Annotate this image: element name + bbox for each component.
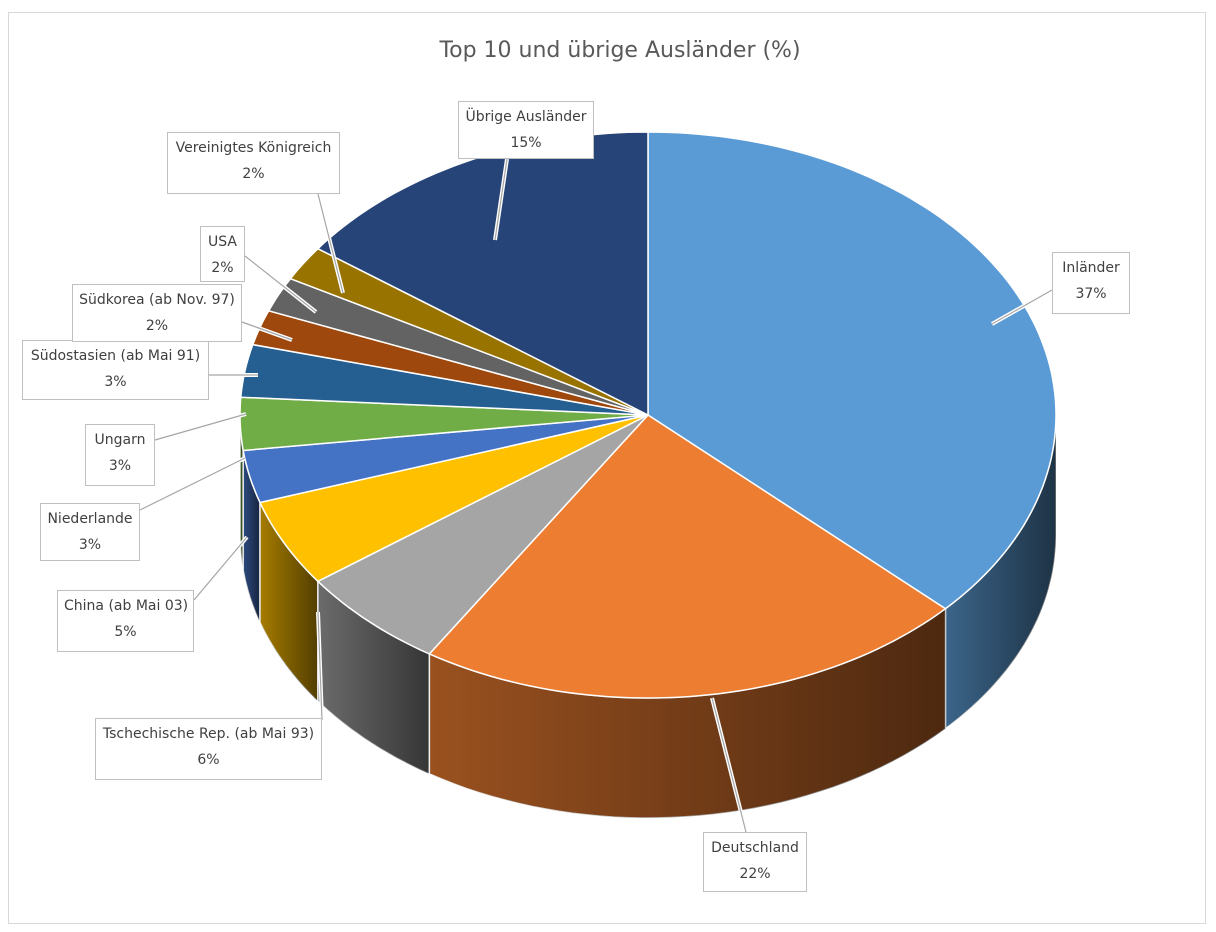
data-label: Tschechische Rep. (ab Mai 93) 6% — [95, 718, 322, 780]
data-label-value: 3% — [78, 537, 102, 553]
pie-slice — [289, 247, 649, 416]
pie-slice-side-shading — [429, 608, 946, 818]
leader-line — [193, 536, 248, 601]
pie-slice-side-shading — [945, 415, 1056, 729]
leader-line — [991, 289, 1053, 325]
pie-slice — [258, 414, 649, 583]
data-label-name: USA — [208, 234, 237, 250]
pie-slice — [239, 396, 649, 452]
leader-line — [139, 457, 246, 511]
chart-title: Top 10 und übrige Ausländer (%) — [439, 38, 801, 63]
data-label-name: Tschechische Rep. (ab Mai 93) — [102, 726, 315, 742]
pie-slice-side-shading — [260, 502, 318, 702]
data-label-value: 15% — [510, 135, 542, 151]
data-label-value: 3% — [104, 374, 127, 390]
pie-slice — [242, 414, 649, 504]
data-label-value: 6% — [197, 752, 220, 768]
pie-slice — [647, 131, 1057, 610]
pie-slice-side-shading — [317, 581, 430, 774]
leader-lines — [139, 158, 1053, 833]
leader-line — [711, 697, 747, 833]
data-label-value: 5% — [114, 624, 137, 640]
data-label-name: Südostasien (ab Mai 91) — [30, 348, 201, 364]
data-label: Deutschland 22% — [703, 832, 807, 892]
data-label-name: Vereinigtes Königreich — [175, 140, 332, 156]
data-label: Südostasien (ab Mai 91) 3% — [22, 340, 209, 400]
data-label-name: China (ab Mai 03) — [64, 598, 189, 614]
data-label-value: 2% — [242, 166, 265, 182]
data-label: Südkorea (ab Nov. 97) 2% — [72, 284, 242, 342]
data-label: Vereinigtes Königreich 2% — [167, 132, 340, 194]
pie-sides — [239, 414, 1057, 819]
data-label-name: Ungarn — [94, 432, 146, 448]
data-label-name: Südkorea (ab Nov. 97) — [79, 292, 235, 308]
data-label-value: 3% — [108, 458, 132, 474]
data-label: China (ab Mai 03) 5% — [57, 590, 194, 652]
leader-line — [317, 193, 344, 294]
pie-slice — [316, 414, 649, 655]
data-label-name: Übrige Ausländer — [465, 109, 587, 125]
data-label-name: Inländer — [1062, 260, 1120, 276]
data-label: Inländer 37% — [1052, 252, 1130, 314]
pie-slice-side-shading — [240, 415, 244, 571]
leader-line — [494, 158, 508, 241]
pie-tops — [239, 131, 1057, 699]
data-label: Übrige Ausländer 15% — [458, 101, 594, 159]
pie-slice — [428, 414, 947, 699]
data-label-value: 37% — [1075, 286, 1107, 302]
leader-line — [317, 611, 323, 721]
leader-line — [241, 321, 293, 341]
data-label: Niederlande 3% — [40, 503, 140, 561]
data-label-value: 2% — [145, 318, 169, 334]
data-label-value: 2% — [211, 260, 234, 276]
data-label-name: Niederlande — [47, 511, 133, 527]
pie-slice — [267, 277, 649, 416]
data-label-name: Deutschland — [711, 840, 799, 856]
leader-line — [154, 413, 247, 441]
data-label: USA 2% — [200, 226, 245, 282]
data-label: Ungarn 3% — [85, 424, 155, 486]
leader-line — [244, 255, 317, 313]
data-label-value: 22% — [739, 866, 771, 882]
